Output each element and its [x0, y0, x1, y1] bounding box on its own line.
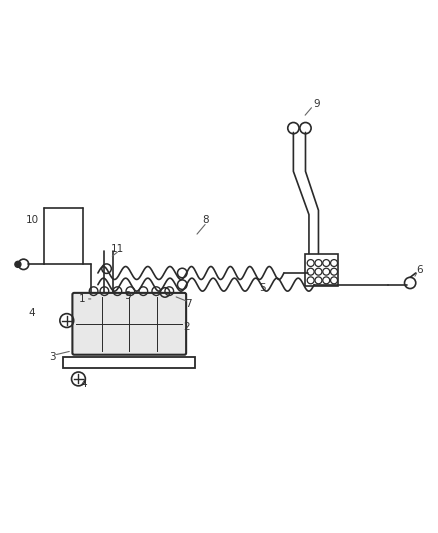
Circle shape — [15, 261, 21, 268]
Text: 3: 3 — [49, 352, 56, 362]
Text: 2: 2 — [183, 322, 190, 332]
FancyBboxPatch shape — [72, 293, 186, 355]
Text: 4: 4 — [29, 308, 35, 318]
Bar — [64, 357, 195, 368]
Text: 5: 5 — [259, 283, 265, 293]
Text: 4: 4 — [81, 379, 88, 389]
Bar — [305, 254, 338, 286]
Text: 7: 7 — [185, 299, 192, 309]
Text: 11: 11 — [111, 244, 124, 254]
Text: 6: 6 — [416, 265, 423, 275]
Text: 9: 9 — [125, 291, 131, 301]
Text: 9: 9 — [313, 99, 320, 109]
Text: 10: 10 — [25, 215, 39, 225]
Text: 1: 1 — [78, 294, 85, 304]
Text: 8: 8 — [202, 215, 208, 225]
